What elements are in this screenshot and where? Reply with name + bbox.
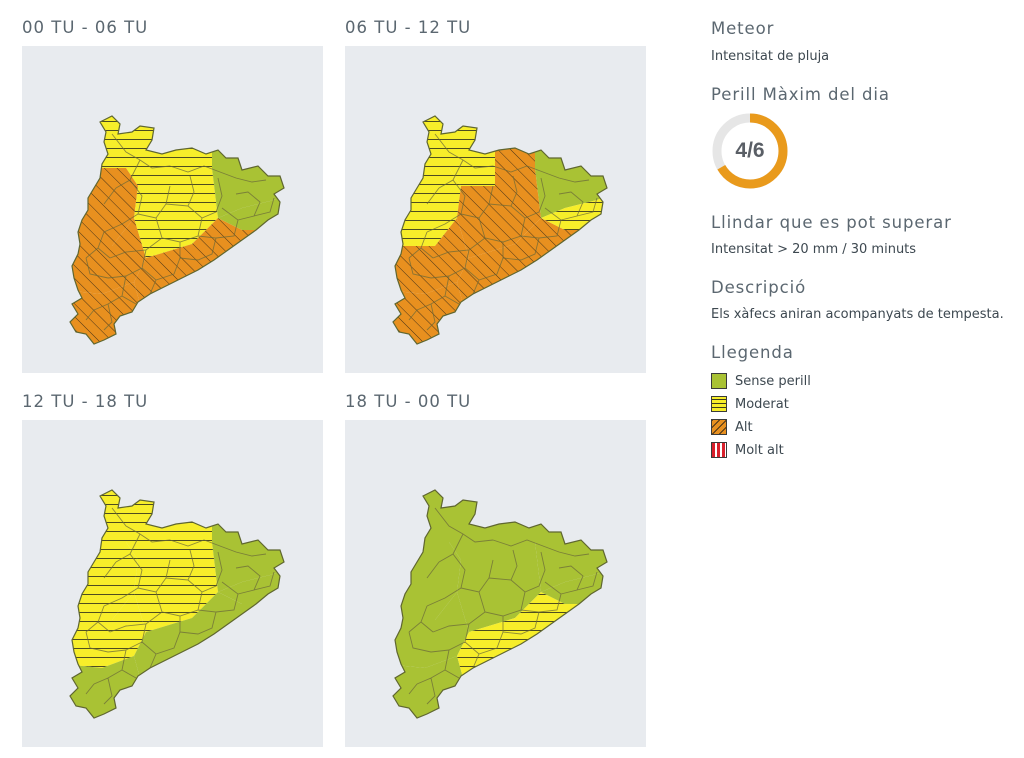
- zone-southwest: [70, 656, 140, 718]
- comarca-borders: [85, 507, 275, 705]
- period-title-1: 00 TU - 06 TU: [22, 18, 149, 37]
- map-panel-4: [345, 420, 646, 747]
- map-panel-3: [22, 420, 323, 747]
- description-value: Els xàfecs aniran acompanyats de tempest…: [711, 307, 1004, 322]
- legend-item-moderat: Moderat: [711, 395, 789, 413]
- comarca-borders: [408, 133, 598, 331]
- comarca-borders: [408, 507, 598, 705]
- threshold-value: Intensitat > 20 mm / 30 minuts: [711, 242, 917, 257]
- legend-item-molt-alt: Molt alt: [711, 441, 784, 459]
- legend-heading: Llegenda: [711, 343, 794, 362]
- zone-northeast: [535, 490, 607, 592]
- zone-northeast: [212, 490, 284, 592]
- meteor-heading: Meteor: [711, 19, 775, 38]
- legend-label: Moderat: [735, 396, 789, 412]
- catalonia-map: [69, 115, 285, 345]
- map-panel-2: [345, 46, 646, 373]
- description-heading: Descripció: [711, 278, 807, 297]
- zone-south-coast: [457, 218, 579, 304]
- zone-west: [393, 592, 469, 668]
- zone-northeast: [535, 116, 607, 218]
- legend-label: Sense perill: [735, 373, 811, 389]
- catalonia-map: [392, 115, 608, 345]
- danger-gauge: 4/6: [711, 112, 789, 190]
- legend-label: Molt alt: [735, 442, 784, 458]
- zone-south-coast: [134, 592, 256, 678]
- zone-west: [70, 592, 146, 668]
- legend-item-alt: Alt: [711, 418, 753, 436]
- map-panel-1: [22, 46, 323, 373]
- zone-south-coast: [457, 592, 579, 678]
- threshold-heading: Llindar que es pot superar: [711, 213, 952, 232]
- comarca-borders: [85, 133, 275, 331]
- legend-swatch: [711, 419, 727, 435]
- legend-label: Alt: [735, 419, 753, 435]
- zone-northeast: [212, 116, 284, 218]
- zone-west: [393, 218, 469, 294]
- legend-swatch: [711, 396, 727, 412]
- period-title-3: 12 TU - 18 TU: [22, 392, 149, 411]
- danger-value: 4/6: [735, 139, 765, 162]
- zone-south-coast: [134, 218, 256, 304]
- legend-swatch: [711, 442, 727, 458]
- gauge-fill: [712, 113, 788, 189]
- danger-heading: Perill Màxim del dia: [711, 85, 890, 104]
- period-title-4: 18 TU - 00 TU: [345, 392, 472, 411]
- zone-west: [70, 218, 146, 294]
- legend-swatch: [711, 373, 727, 389]
- period-title-2: 06 TU - 12 TU: [345, 18, 472, 37]
- catalonia-map: [69, 489, 285, 719]
- zone-southwest: [393, 656, 463, 718]
- meteor-value: Intensitat de pluja: [711, 49, 830, 64]
- legend-item-sense-perill: Sense perill: [711, 372, 811, 390]
- catalonia-map: [392, 489, 608, 719]
